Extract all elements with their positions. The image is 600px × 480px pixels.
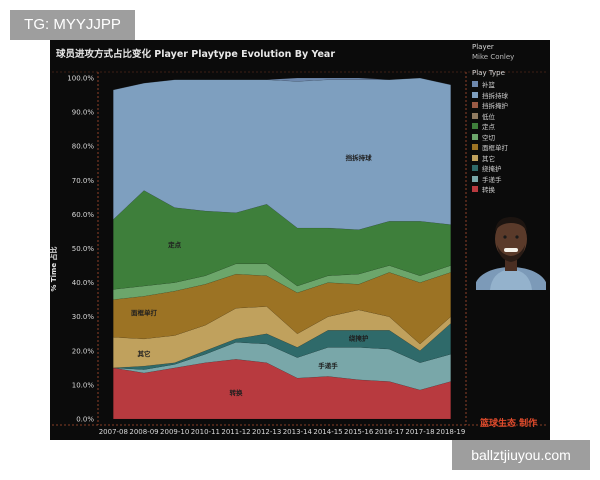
legend-swatch: [472, 123, 478, 130]
x-tick-label: 2016-17: [375, 428, 404, 436]
legend-swatch: [472, 91, 478, 98]
area-series[interactable]: [113, 77, 451, 230]
legend-item[interactable]: 转换: [472, 184, 548, 195]
legend-label: 绕掩护: [482, 165, 502, 174]
legend-label: 挡拆持球: [482, 91, 508, 100]
x-tick-label: 2010-11: [191, 428, 220, 436]
legend-label: 补篮: [482, 81, 495, 90]
y-tick-label: 80.0%: [72, 143, 95, 151]
y-tick-label: 10.0%: [72, 381, 95, 389]
legend-label: 低位: [482, 112, 495, 121]
watermark-top-left: TG: MYYJJPP: [10, 10, 135, 40]
legend-swatch: [472, 165, 478, 172]
area-label: 面框单打: [131, 308, 158, 317]
y-tick-label: 40.0%: [72, 279, 95, 287]
x-tick-label: 2017-18: [405, 428, 434, 436]
legend-item[interactable]: 挡拆掩护: [472, 100, 548, 111]
player-portrait-icon: [476, 217, 546, 290]
area-label: 手递手: [318, 361, 338, 370]
legend-swatch: [472, 112, 478, 119]
legend-label: 挡拆掩护: [482, 102, 508, 111]
legend-item[interactable]: 挡拆持球: [472, 90, 548, 101]
legend-swatch: [472, 186, 478, 193]
x-tick-label: 2013-14: [283, 428, 313, 436]
legend-swatch: [472, 175, 478, 182]
y-tick-label: 90.0%: [72, 109, 95, 117]
area-series[interactable]: [113, 322, 451, 370]
playtype-header: Play Type: [472, 69, 505, 77]
legend-item[interactable]: 定点: [472, 121, 548, 132]
x-tick-label: 2018-19: [436, 428, 465, 436]
x-tick-label: 2007-08: [99, 428, 128, 436]
legend-swatch: [472, 144, 478, 151]
y-tick-label: 0.0%: [76, 416, 94, 424]
area-label: 挡拆持球: [346, 153, 373, 162]
legend-label: 面框单打: [482, 144, 508, 153]
legend-item[interactable]: 低位: [472, 111, 548, 122]
legend-item[interactable]: 其它: [472, 153, 548, 164]
y-tick-label: 30.0%: [72, 313, 95, 321]
legend-swatch: [472, 81, 478, 88]
playtype-legend: 补篮 挡拆持球挡拆掩护 低位定点 空切面框单打 其它绕掩护 手递手转换: [472, 79, 548, 195]
legend-item[interactable]: 手递手: [472, 174, 548, 185]
legend-item[interactable]: 空切: [472, 132, 548, 143]
y-tick-label: 20.0%: [72, 347, 95, 355]
chart-panel: 球员进攻方式占比变化 Player Playtype Evolution By …: [50, 40, 550, 440]
legend-item[interactable]: 补篮: [472, 79, 548, 90]
legend-swatch: [472, 133, 478, 140]
legend-label: 定点: [482, 123, 495, 132]
legend-label: 手递手: [482, 175, 502, 184]
stacked-area-chart: 0.0% 10.0% 20.0% 30.0% 40.0% 50.0% 60.0% 70.0% 8…: [52, 71, 548, 436]
brand-credit: 篮球生态 制作: [480, 419, 538, 429]
x-tick-label: 2008-09: [129, 428, 158, 436]
x-tick-label: 2015-16: [344, 428, 374, 436]
y-tick-label: 60.0%: [72, 211, 95, 219]
x-tick-label: 2009-10: [160, 428, 189, 436]
area-label: 其它: [138, 349, 152, 358]
legend-item[interactable]: 绕掩护: [472, 163, 548, 174]
player-name: Mike Conley: [472, 53, 515, 61]
legend-label: 转换: [482, 186, 495, 195]
legend-sidebar: Player Mike Conley Play Type 补篮 挡拆持球挡拆掩护低…: [472, 43, 548, 195]
area-label: 定点: [167, 240, 182, 249]
x-tick-label: 2011-12: [221, 428, 250, 436]
y-tick-label: 50.0%: [72, 245, 95, 253]
player-header: Player: [472, 43, 494, 51]
y-tick-label: 100.0%: [67, 75, 94, 83]
legend-swatch: [472, 102, 478, 109]
area-label: 转换: [230, 388, 244, 397]
x-tick-label: 2012-13: [252, 428, 281, 436]
chart-title: 球员进攻方式占比变化 Player Playtype Evolution By …: [56, 49, 335, 60]
x-tick-label: 2014-15: [313, 428, 342, 436]
watermark-bottom-right: ballztjiuyou.com: [452, 440, 590, 470]
legend-label: 其它: [482, 154, 495, 163]
legend-item[interactable]: 面框单打: [472, 142, 548, 153]
legend-label: 空切: [482, 133, 495, 142]
y-tick-label: 70.0%: [72, 177, 95, 185]
legend-swatch: [472, 154, 478, 161]
area-label: 绕掩护: [349, 334, 369, 343]
